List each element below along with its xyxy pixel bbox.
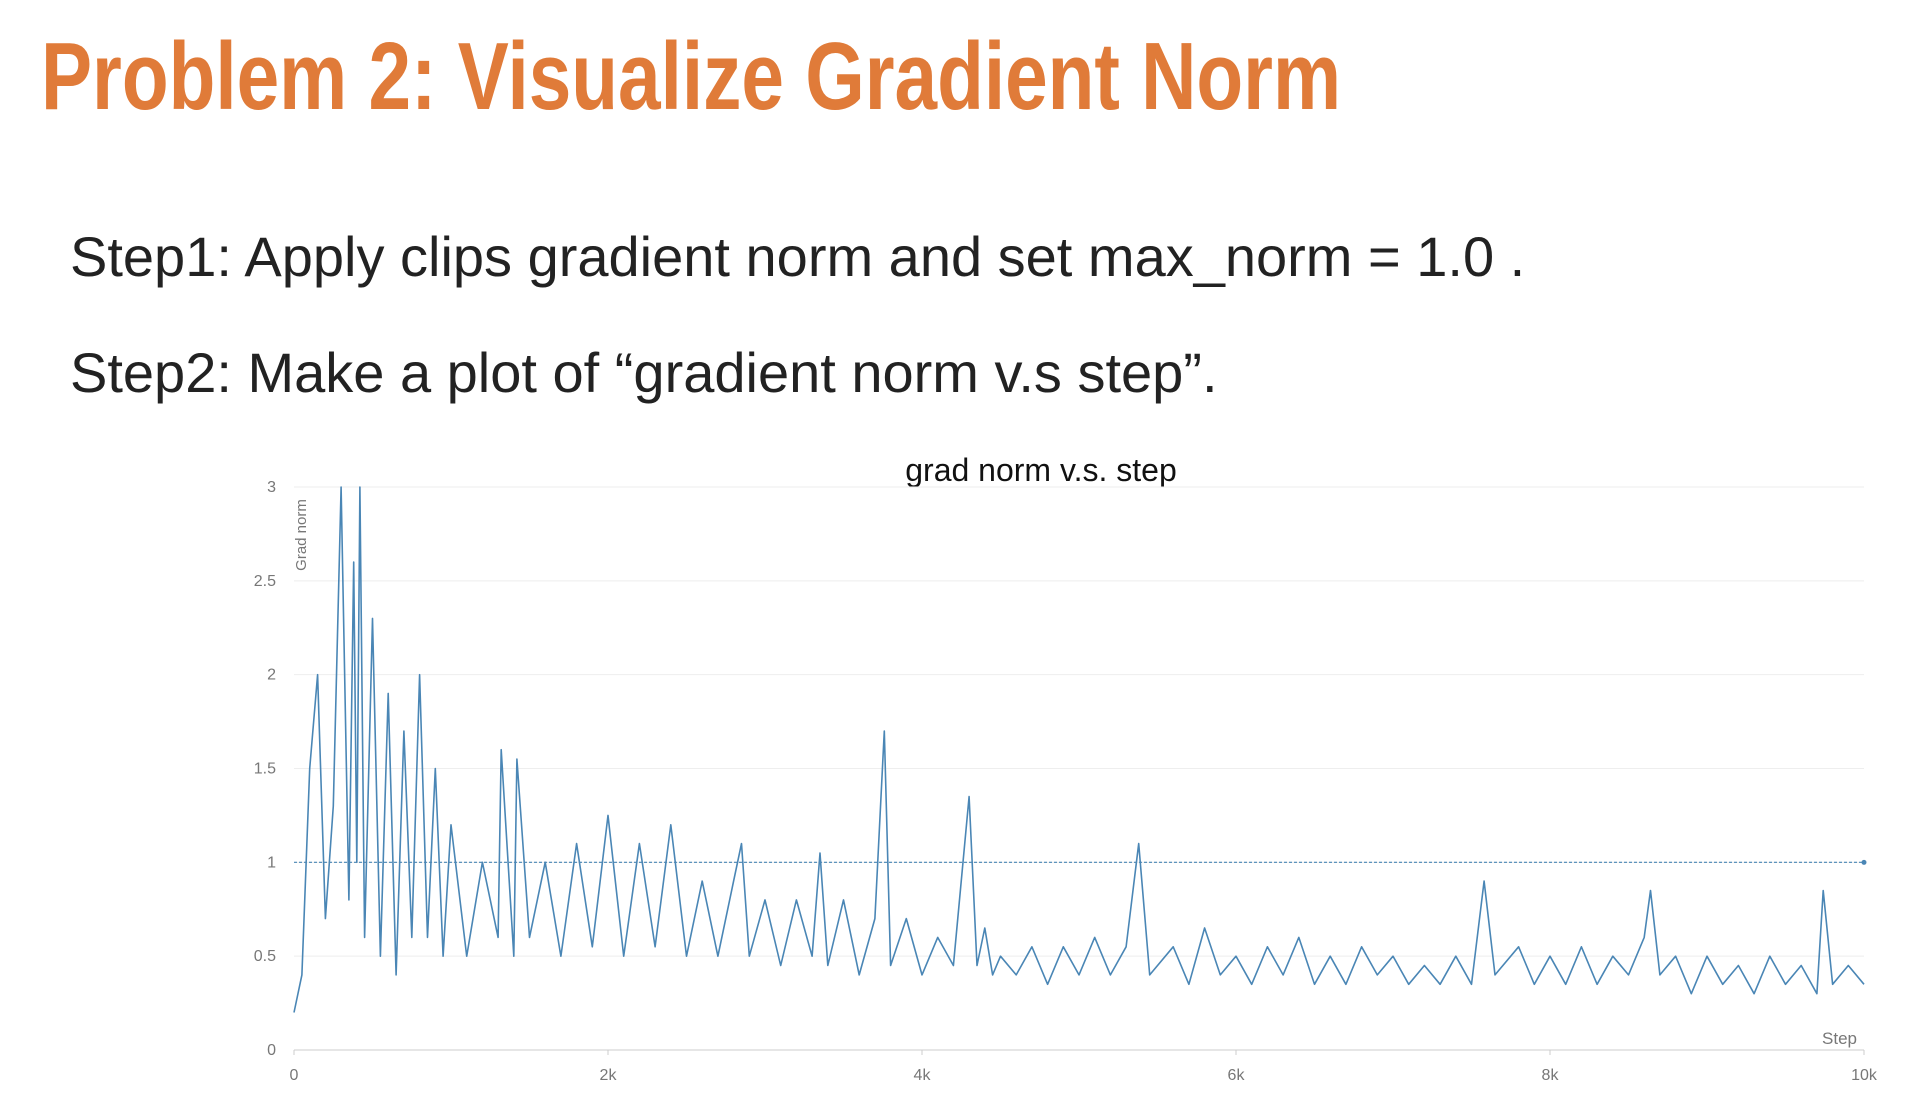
y-tick-label: 1 bbox=[267, 854, 276, 871]
x-tick-label: 10k bbox=[1851, 1067, 1878, 1084]
slide-title: Problem 2: Visualize Gradient Norm bbox=[41, 23, 1341, 130]
y-tick-label: 3 bbox=[267, 479, 276, 496]
chart: grad norm v.s. step Step Grad norm 0 0.5 1… bbox=[254, 452, 1878, 1084]
x-tick-label: 2k bbox=[600, 1067, 618, 1084]
y-tick-label: 2.5 bbox=[254, 573, 276, 590]
x-tick-label: 4k bbox=[914, 1067, 932, 1084]
x-axis-label: Step bbox=[1822, 1029, 1857, 1048]
x-tick-label: 8k bbox=[1542, 1067, 1560, 1084]
y-tick-label: 0 bbox=[267, 1042, 276, 1059]
y-axis-label: Grad norm bbox=[293, 499, 310, 571]
step-text: Step2: Make a plot of “gradient norm v.s… bbox=[70, 341, 1218, 404]
step-text: Step1: Apply clips gradient norm and set… bbox=[70, 225, 1525, 288]
x-tick-label: 6k bbox=[1228, 1067, 1246, 1084]
chart-title: grad norm v.s. step bbox=[905, 452, 1177, 488]
y-tick-label: 2 bbox=[267, 667, 276, 684]
y-tick-label: 0.5 bbox=[254, 948, 276, 965]
grad-norm-line bbox=[293, 486, 1865, 1013]
y-tick-label: 1.5 bbox=[254, 761, 276, 778]
reference-end bbox=[1861, 859, 1867, 865]
x-tick-label: 0 bbox=[290, 1067, 299, 1084]
